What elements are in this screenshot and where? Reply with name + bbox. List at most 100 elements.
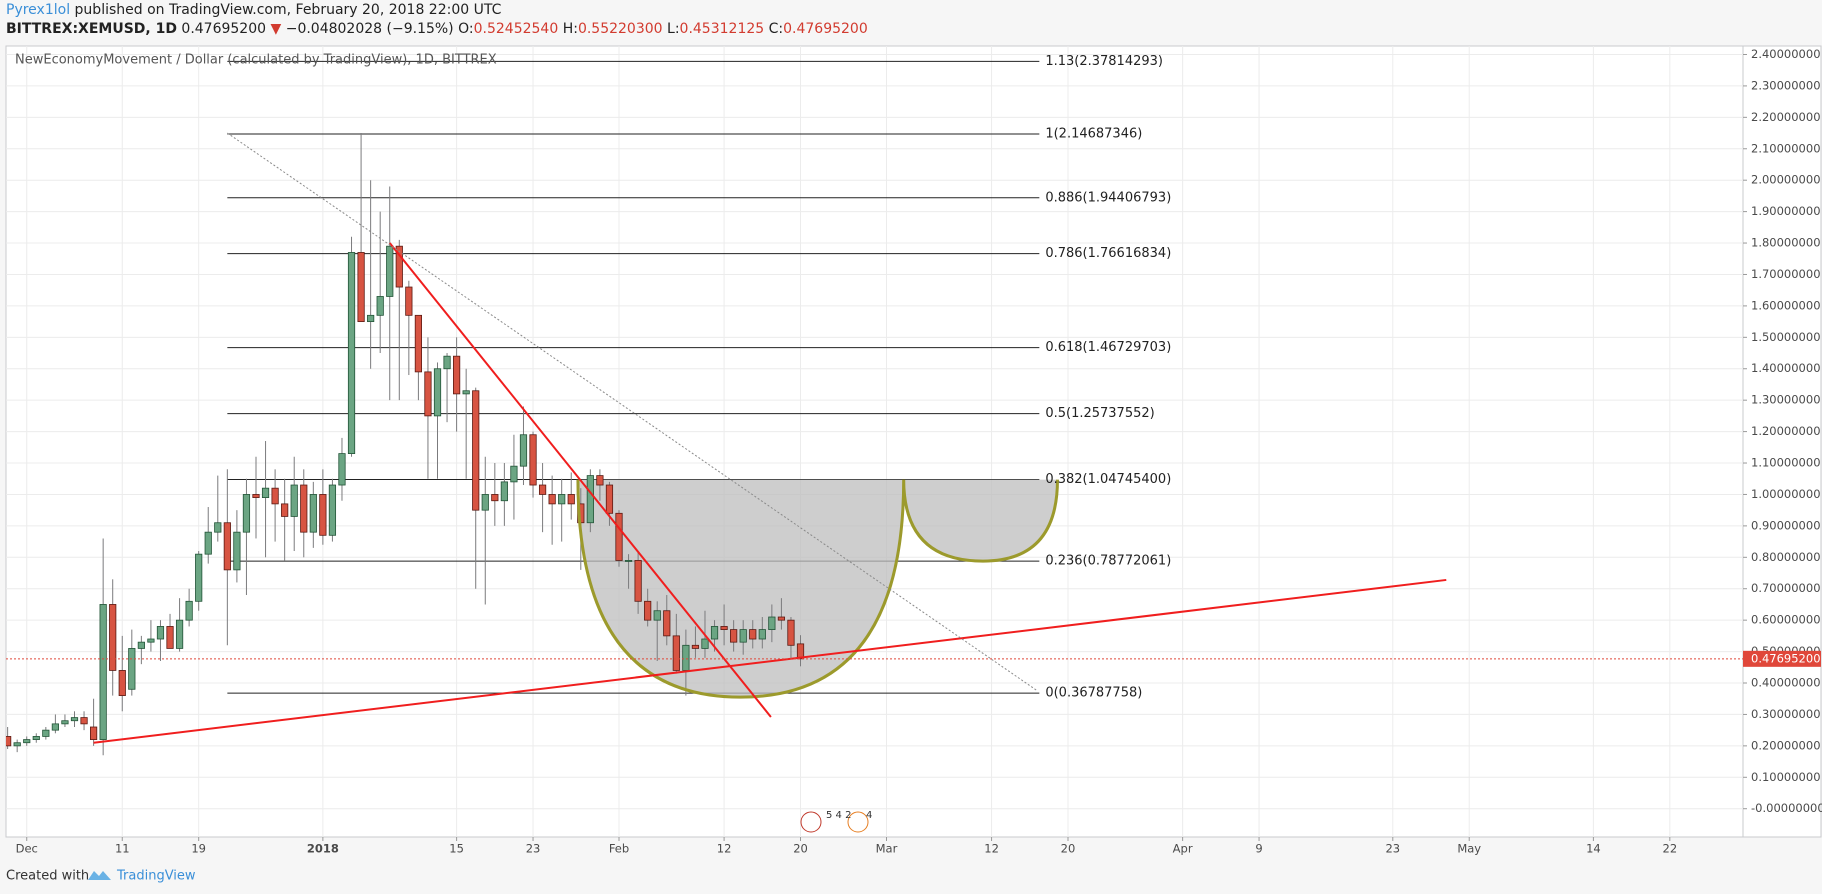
candle-body <box>414 314 422 373</box>
candle-body <box>376 296 384 316</box>
y-tick-label: 2.40000000 <box>1751 47 1821 61</box>
candle-body <box>481 494 489 511</box>
candle-body <box>395 245 403 288</box>
plot <box>6 60 1743 756</box>
fib-label: 1.13(2.37814293) <box>1045 54 1163 69</box>
fib-label: 0.618(1.46729703) <box>1045 340 1171 355</box>
event-count: 4 <box>866 810 872 821</box>
candle-body <box>749 629 757 640</box>
header-line-1: Pyrex1lol published on TradingView.com, … <box>6 2 502 18</box>
y-tick-label: 0.70000000 <box>1751 581 1821 595</box>
candle-body <box>443 355 451 370</box>
candle-body <box>223 522 231 571</box>
candle-body <box>682 644 690 671</box>
price-axis <box>1742 45 1822 838</box>
candle-body <box>644 600 652 621</box>
high: 0.55220300 <box>578 21 663 37</box>
candle-body <box>472 390 480 511</box>
y-tick-label: 0.60000000 <box>1751 613 1821 627</box>
candle-body <box>491 494 499 502</box>
candle-body <box>739 629 747 643</box>
candle-body <box>80 717 88 725</box>
chart-title: NewEconomyMovement / Dollar (calculated … <box>15 53 497 68</box>
candle-body <box>596 475 604 486</box>
candle-body <box>271 487 279 505</box>
candle-body <box>730 629 738 643</box>
trend-line <box>388 242 772 718</box>
candle-body <box>309 494 317 533</box>
candle-body <box>367 314 375 323</box>
candle-body <box>558 494 566 505</box>
candle-body <box>99 604 107 740</box>
open-label: O: <box>458 21 474 37</box>
candle-body <box>195 553 203 602</box>
candle-body <box>615 512 623 561</box>
candle-body <box>23 739 31 744</box>
x-tick-label: 15 <box>449 842 464 856</box>
arrow: ▼ <box>270 21 281 37</box>
candle-body <box>261 487 270 498</box>
y-tick-label: 0.90000000 <box>1751 518 1821 532</box>
fib-label: 0.382(1.04745400) <box>1045 472 1171 487</box>
candle-body <box>634 560 642 602</box>
header-line-2: BITTREX:XEMUSD, 1D 0.47695200 ▼ −0.04802… <box>6 21 868 37</box>
candle-body <box>787 619 795 646</box>
candle-body <box>777 616 786 621</box>
close-label: C: <box>769 21 784 37</box>
candle-body <box>386 245 394 297</box>
y-tick-label: 1.80000000 <box>1751 236 1821 250</box>
candle-body <box>605 484 614 514</box>
candle-body <box>109 604 117 671</box>
y-tick-label: 2.30000000 <box>1751 78 1821 92</box>
candle-body <box>61 720 69 725</box>
candle-body <box>567 494 575 505</box>
fib-label: 0.5(1.25737552) <box>1045 406 1154 421</box>
candle-body <box>538 484 547 495</box>
symbol: BITTREX:XEMUSD, 1D <box>6 21 177 37</box>
x-tick-label: Mar <box>876 842 898 856</box>
candle-body <box>252 494 260 498</box>
x-tick-label: 23 <box>1385 842 1400 856</box>
candle-body <box>338 453 346 486</box>
candle-body <box>6 736 12 747</box>
candle-body <box>462 390 470 395</box>
candle-body <box>796 643 805 660</box>
events: 5 4 2 4 <box>800 810 872 833</box>
candle-body <box>32 736 40 740</box>
open: 0.52452540 <box>474 21 559 37</box>
y-tick-label: 1.20000000 <box>1751 424 1821 438</box>
candle-body <box>156 626 165 640</box>
x-tick-label: 22 <box>1663 842 1678 856</box>
candle-body <box>281 503 289 517</box>
candle-body <box>768 616 776 630</box>
y-tick-label: 2.10000000 <box>1751 141 1821 155</box>
candle-body <box>70 717 79 722</box>
event-icon[interactable] <box>800 811 822 833</box>
candle-body <box>510 465 518 483</box>
candle-body <box>701 638 709 649</box>
fib-label: 1(2.14687346) <box>1045 127 1142 142</box>
y-tick-label: 1.40000000 <box>1751 361 1821 375</box>
y-tick-label: 1.90000000 <box>1751 204 1821 218</box>
event-icon[interactable] <box>847 811 869 833</box>
x-tick-label: 20 <box>1061 842 1076 856</box>
footer-brand[interactable]: TradingView <box>116 869 196 884</box>
y-tick-label: 1.00000000 <box>1751 487 1821 501</box>
y-tick-label: 1.10000000 <box>1751 456 1821 470</box>
low-label: L: <box>667 21 680 37</box>
author[interactable]: Pyrex1lol <box>6 2 70 18</box>
candle-body <box>453 355 461 395</box>
candle-body <box>185 600 193 621</box>
x-tick-label: Apr <box>1173 842 1193 856</box>
candle-body <box>204 531 212 555</box>
y-tick-label: 0.40000000 <box>1751 676 1821 690</box>
change: −0.04802028 (−9.15%) <box>286 21 454 37</box>
candle-body <box>500 481 508 502</box>
x-tick-label: 12 <box>984 842 999 856</box>
y-tick-label: 1.50000000 <box>1751 330 1821 344</box>
x-tick-label: 9 <box>1255 842 1262 856</box>
x-tick-label: 23 <box>526 842 541 856</box>
x-tick-label: 20 <box>793 842 808 856</box>
event-count: 5 4 2 <box>826 810 851 821</box>
price-tag-label: 0.47695200 <box>1751 651 1821 665</box>
